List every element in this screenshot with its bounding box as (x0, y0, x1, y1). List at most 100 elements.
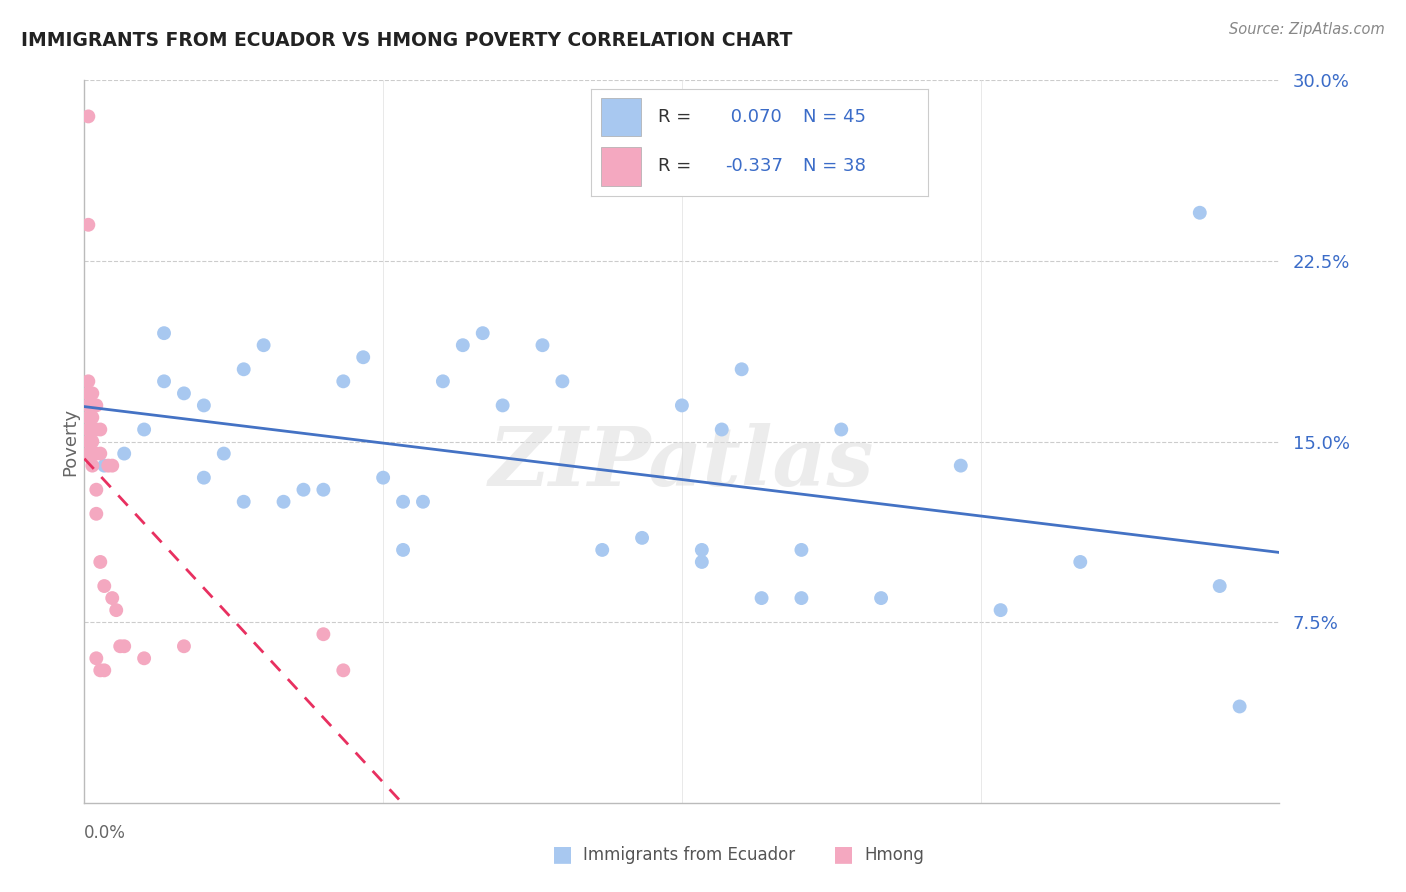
Point (690, 542, 713, 557)
Point (232, 494, 254, 508)
Point (492, 398, 515, 412)
Point (89, 555, 111, 569)
Point (432, 374, 454, 388)
Point (82, 398, 104, 412)
Point (89, 446, 111, 460)
Point (93, 579, 115, 593)
Point (82, 458, 104, 473)
Point (153, 374, 176, 388)
Point (132, 422, 156, 436)
Point (412, 494, 434, 508)
Point (551, 374, 574, 388)
Point (253, 338, 276, 352)
Point (86, 446, 108, 460)
Point (332, 664, 354, 678)
Text: ZIPatlas: ZIPatlas (489, 423, 875, 503)
Point (1069, 555, 1091, 569)
Point (86, 507, 108, 521)
Point (153, 326, 176, 340)
Point (990, 603, 1012, 617)
Point (82, 386, 104, 401)
Point (77, 218, 100, 232)
Point (77, 109, 100, 123)
Point (105, 603, 128, 617)
Bar (600, 98, 641, 136)
Text: 0.0%: 0.0% (84, 824, 127, 842)
Bar (600, 147, 641, 186)
Point (173, 386, 195, 401)
Point (77, 446, 100, 460)
Point (631, 531, 654, 545)
Point (86, 398, 108, 412)
Point (790, 591, 813, 605)
Y-axis label: Poverty: Poverty (60, 408, 79, 475)
Point (273, 494, 295, 508)
Text: ■: ■ (553, 845, 572, 864)
Text: IMMIGRANTS FROM ECUADOR VS HMONG POVERTY CORRELATION CHART: IMMIGRANTS FROM ECUADOR VS HMONG POVERTY… (21, 31, 793, 50)
Point (89, 422, 111, 436)
Point (312, 627, 335, 641)
Point (77, 398, 100, 412)
Point (312, 483, 335, 497)
Point (101, 458, 124, 473)
Text: N = 38: N = 38 (803, 157, 866, 175)
Text: Immigrants from Ecuador: Immigrants from Ecuador (583, 846, 796, 863)
Point (93, 458, 115, 473)
Text: Source: ZipAtlas.com: Source: ZipAtlas.com (1229, 22, 1385, 37)
Point (82, 446, 104, 460)
Point (451, 338, 474, 352)
Point (292, 483, 315, 497)
Point (77, 374, 100, 388)
Point (82, 434, 104, 449)
Point (110, 639, 132, 653)
Point (82, 422, 104, 436)
Point (77, 434, 100, 449)
Point (332, 374, 354, 388)
Point (193, 470, 215, 484)
Text: -0.337: -0.337 (725, 157, 783, 175)
Text: R =: R = (658, 157, 692, 175)
Point (112, 446, 135, 460)
Point (77, 386, 100, 401)
Point (86, 422, 108, 436)
Point (790, 542, 813, 557)
Point (471, 326, 494, 340)
Point (352, 350, 374, 364)
Text: Hmong: Hmong (865, 846, 925, 863)
Point (751, 591, 773, 605)
Point (591, 542, 613, 557)
Point (212, 446, 235, 460)
Text: N = 45: N = 45 (803, 108, 866, 126)
Point (193, 398, 215, 412)
Point (77, 422, 100, 436)
Text: R =: R = (658, 108, 692, 126)
Point (870, 591, 893, 605)
Point (77, 410, 100, 425)
Point (531, 338, 554, 352)
Point (93, 664, 115, 678)
Point (830, 422, 852, 436)
Point (710, 422, 733, 436)
Point (112, 639, 135, 653)
Point (89, 664, 111, 678)
Point (101, 591, 124, 605)
Point (97, 458, 120, 473)
Point (1209, 579, 1232, 593)
Point (82, 410, 104, 425)
Text: 0.070: 0.070 (725, 108, 782, 126)
Point (232, 362, 254, 376)
Point (173, 639, 195, 653)
Point (690, 555, 713, 569)
Point (86, 483, 108, 497)
Point (373, 470, 395, 484)
Point (392, 542, 415, 557)
Point (132, 651, 156, 665)
Point (1188, 205, 1211, 219)
Point (671, 398, 693, 412)
Point (949, 458, 972, 473)
Point (1229, 699, 1251, 714)
Point (392, 494, 415, 508)
Text: ■: ■ (834, 845, 853, 864)
Point (731, 362, 754, 376)
Point (86, 651, 108, 665)
